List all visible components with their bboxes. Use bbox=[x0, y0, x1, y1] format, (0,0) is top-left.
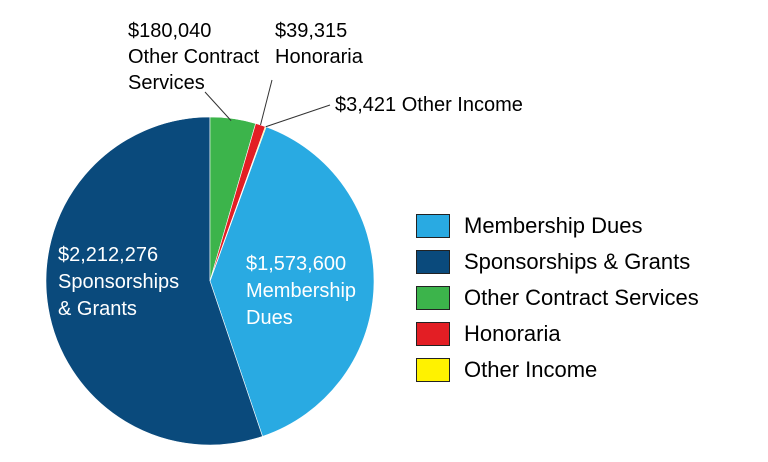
data-label-membership-dues-line-3: Dues bbox=[246, 307, 293, 329]
data-label-other-income-line-1: $3,421 Other Income bbox=[335, 94, 523, 116]
data-label-sponsorships-grants-line-2: Sponsorships bbox=[58, 271, 179, 293]
legend-item-membership-dues: Membership Dues bbox=[416, 208, 756, 244]
legend-swatch-honoraria bbox=[416, 322, 450, 346]
pie-slice-sponsorships-grants bbox=[45, 116, 263, 446]
leader-line-other-contract-services bbox=[204, 91, 232, 121]
legend-label-other-contract-services: Other Contract Services bbox=[464, 285, 699, 310]
legend-item-other-contract-services: Other Contract Services bbox=[416, 280, 756, 316]
data-label-other-contract-services-line-2: Other Contract bbox=[128, 46, 260, 68]
legend-item-sponsorships-grants: Sponsorships & Grants bbox=[416, 244, 756, 280]
data-label-sponsorships-grants-line-3: & Grants bbox=[58, 298, 137, 320]
legend-swatch-other-contract-services bbox=[416, 286, 450, 310]
data-label-honoraria-line-1: $39,315 bbox=[275, 20, 347, 42]
legend-item-honoraria: Honoraria bbox=[416, 316, 756, 352]
legend-item-other-income: Other Income bbox=[416, 352, 756, 388]
legend-swatch-other-income bbox=[416, 358, 450, 382]
data-label-other-contract-services-line-1: $180,040 bbox=[128, 20, 211, 42]
legend-label-sponsorships-grants: Sponsorships & Grants bbox=[464, 249, 691, 274]
pie-slice-membership-dues bbox=[209, 126, 375, 437]
legend-swatch-membership-dues bbox=[416, 214, 450, 238]
leader-line-other-income bbox=[265, 104, 331, 128]
legend-label-other-income: Other Income bbox=[464, 357, 598, 382]
legend-label-honoraria: Honoraria bbox=[464, 321, 561, 346]
data-label-honoraria-line-2: Honoraria bbox=[275, 46, 364, 68]
legend-label-membership-dues: Membership Dues bbox=[464, 213, 643, 238]
legend-swatch-sponsorships-grants bbox=[416, 250, 450, 274]
data-label-membership-dues-line-1: $1,573,600 bbox=[246, 253, 346, 275]
data-label-other-contract-services-line-3: Services bbox=[128, 72, 205, 94]
data-label-sponsorships-grants-line-1: $2,212,276 bbox=[58, 244, 158, 266]
leader-line-honoraria bbox=[260, 79, 273, 126]
legend: Membership Dues Sponsorships & Grants Ot… bbox=[416, 208, 756, 388]
data-label-membership-dues-line-2: Membership bbox=[246, 280, 356, 302]
